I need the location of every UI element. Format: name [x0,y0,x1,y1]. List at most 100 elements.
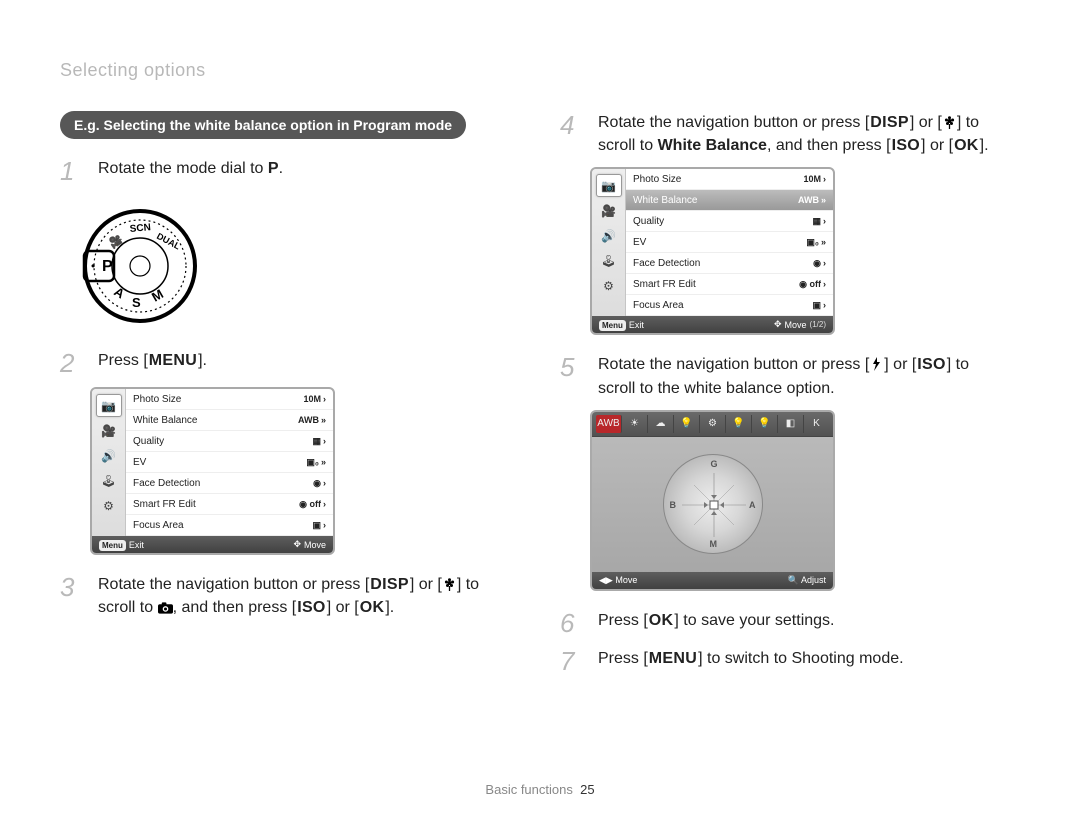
wb-awb-icon: AWB [596,415,622,433]
wb-a-label: A [749,500,756,510]
step-2: 2 Press [MENU]. [60,349,520,378]
flower-icon [942,116,957,129]
step-text: Press [MENU]. [98,349,520,372]
wb-preview-screenshot: AWB ☀ ☁ 💡 ⚙ 💡 💡 ◧ K [590,410,835,591]
menu-row: EV▣₀» [626,232,833,253]
menu-list: Photo Size10M› White BalanceAWB» Quality… [126,389,333,536]
text: Press [ [98,352,148,369]
camera-icon [158,602,173,615]
menu-badge: Menu [599,320,626,331]
tab-camera-icon: 📷 [96,394,122,417]
wb-icon-strip: AWB ☀ ☁ 💡 ⚙ 💡 💡 ◧ K [592,412,833,437]
nav-arrows-icon: ◀▶ [599,575,613,585]
page-number: 25 [580,782,594,797]
magnify-icon: 🔍 [788,575,799,585]
iso-button-label: ISO [891,134,921,157]
page-footer: Basic functions 25 [0,782,1080,797]
svg-text:P: P [102,258,113,275]
tab-settings-icon: ⚙ [96,494,122,517]
menu-tab-column: 📷 🎥 🔊 🕹 ⚙ [592,169,626,316]
wb-footer: ◀▶ Move 🔍 Adjust [592,572,833,589]
step-text: Rotate the mode dial to P. [98,157,520,180]
ok-button-label: OK [953,134,980,157]
wb-wheel: G B A M [663,454,763,554]
step-number: 6 [560,609,590,638]
tab-sound-icon: 🔊 [96,444,122,467]
step-text: Rotate the navigation button or press [D… [598,111,1020,157]
step-text: Press [MENU] to switch to Shooting mode. [598,647,1020,670]
tab-camera-icon: 📷 [596,174,622,197]
text: . [279,160,283,177]
ok-button-label: OK [359,596,386,619]
two-column-layout: E.g. Selecting the white balance option … [60,111,1020,686]
step-1: 1 Rotate the mode dial to P. [60,157,520,186]
step-number: 4 [560,111,590,140]
menu-row: Smart FR Edit◉ off› [626,274,833,295]
flash-icon [869,358,884,371]
menu-list: Photo Size10M› White BalanceAWB» Quality… [626,169,833,316]
wb-measure-icon: ◧ [778,415,804,433]
step-text: Press [OK] to save your settings. [598,609,1020,632]
example-pill: E.g. Selecting the white balance option … [60,111,466,139]
svg-text:S: S [132,295,141,310]
menu-row: Face Detection◉› [626,253,833,274]
menu-row: Face Detection◉› [126,473,333,494]
disp-button-label: DISP [869,111,910,134]
svg-text:•: • [91,259,95,273]
svg-text:SCN: SCN [129,222,151,235]
p-mode-glyph: P [268,160,279,177]
menu-badge: Menu [99,540,126,551]
ok-button-label: OK [648,609,675,632]
footer-label: Basic functions [485,782,572,797]
disp-button-label: DISP [369,573,410,596]
menu-row: Smart FR Edit◉ off› [126,494,333,515]
menu-row: EV▣₀» [126,452,333,473]
section-heading: Selecting options [60,60,1020,81]
step-number: 5 [560,353,590,382]
tab-sound-icon: 🔊 [596,224,622,247]
menu-row: Focus Area▣› [626,295,833,316]
menu-tab-column: 📷 🎥 🔊 🕹 ⚙ [92,389,126,536]
tab-display-icon: 🕹 [596,249,622,272]
tab-display-icon: 🕹 [96,469,122,492]
step-text: Rotate the navigation button or press []… [598,353,1020,399]
step-number: 3 [60,573,90,602]
step-number: 2 [60,349,90,378]
step-7: 7 Press [MENU] to switch to Shooting mod… [560,647,1020,676]
iso-button-label: ISO [916,353,946,376]
text: Rotate the mode dial to [98,160,268,177]
wb-fluorescent-l-icon: ⚙ [700,415,726,433]
menu-footer: MenuExit ✥ Move [92,536,333,553]
manual-page: Selecting options E.g. Selecting the whi… [0,0,1080,815]
tab-settings-icon: ⚙ [596,274,622,297]
tab-video-icon: 🎥 [96,419,122,442]
step-4: 4 Rotate the navigation button or press … [560,111,1020,157]
menu-button-label: MENU [648,647,698,670]
tab-video-icon: 🎥 [596,199,622,222]
step-6: 6 Press [OK] to save your settings. [560,609,1020,638]
wb-cloudy-icon: ☁ [648,415,674,433]
step-3: 3 Rotate the navigation button or press … [60,573,520,619]
wb-custom-icon: 💡 [752,415,778,433]
text: ]. [198,352,207,369]
menu-row: Photo Size10M› [626,169,833,190]
menu-row: Focus Area▣› [126,515,333,536]
iso-button-label: ISO [296,596,326,619]
menu-footer: MenuExit ✥ Move (1/2) [592,316,833,333]
menu-row-highlighted: White BalanceAWB» [626,190,833,211]
wb-adjustment-area: G B A M [592,437,833,572]
step-number: 1 [60,157,90,186]
menu-row: Quality▦› [126,431,333,452]
left-column: E.g. Selecting the white balance option … [60,111,520,686]
step-text: Rotate the navigation button or press [D… [98,573,520,619]
wb-kelvin-icon: K [804,415,829,433]
wb-tungsten-icon: 💡 [726,415,752,433]
menu-row: White BalanceAWB» [126,410,333,431]
menu-screenshot-2: 📷 🎥 🔊 🕹 ⚙ Photo Size10M› White BalanceAW… [590,167,835,335]
right-column: 4 Rotate the navigation button or press … [560,111,1020,686]
step-number: 7 [560,647,590,676]
step-5: 5 Rotate the navigation button or press … [560,353,1020,399]
menu-screenshot-1: 📷 🎥 🔊 🕹 ⚙ Photo Size10M› White BalanceAW… [90,387,335,555]
wb-g-label: G [711,459,718,469]
menu-row: Photo Size10M› [126,389,333,410]
